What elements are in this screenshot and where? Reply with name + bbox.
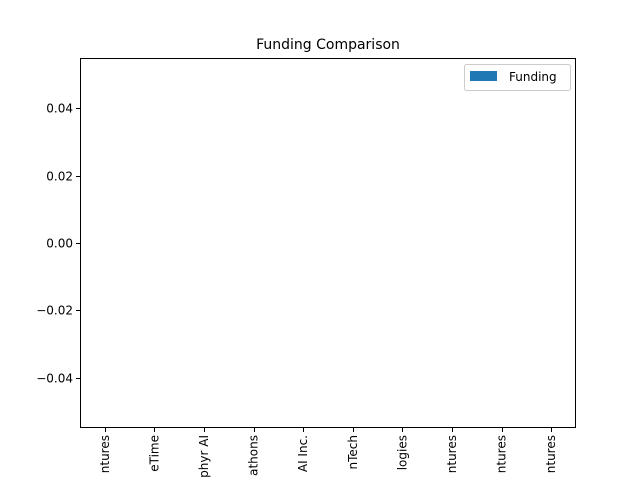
legend-swatch-funding <box>470 71 497 81</box>
y-tick-label: 0.04 <box>46 102 73 116</box>
x-tick-label: ntures <box>495 435 509 473</box>
legend-label-funding: Funding <box>509 70 557 84</box>
x-tick-label: ntures <box>445 435 459 473</box>
chart-title: Funding Comparison <box>256 37 400 53</box>
y-tick-label: −0.04 <box>36 372 73 386</box>
x-tick-label: ntures <box>544 435 558 473</box>
y-axis: −0.04 −0.02 0.00 0.02 0.04 <box>36 102 80 386</box>
x-tick-label: eTime <box>147 435 161 472</box>
x-tick-label: athons <box>247 435 261 476</box>
x-axis: ntures eTime phyr AI athons AI Inc. nTech logi… <box>98 428 558 478</box>
x-tick-label: ntures <box>98 435 112 473</box>
y-tick-label: 0.02 <box>46 170 73 184</box>
legend: Funding <box>464 64 571 91</box>
plot-frame <box>80 58 576 428</box>
x-tick-label: nTech <box>346 435 360 469</box>
x-tick-label: logies <box>395 435 409 470</box>
y-tick-label: 0.00 <box>46 237 73 251</box>
x-tick-label: AI Inc. <box>296 435 310 472</box>
y-tick-label: −0.02 <box>36 304 73 318</box>
x-tick-label: phyr AI <box>197 435 211 478</box>
